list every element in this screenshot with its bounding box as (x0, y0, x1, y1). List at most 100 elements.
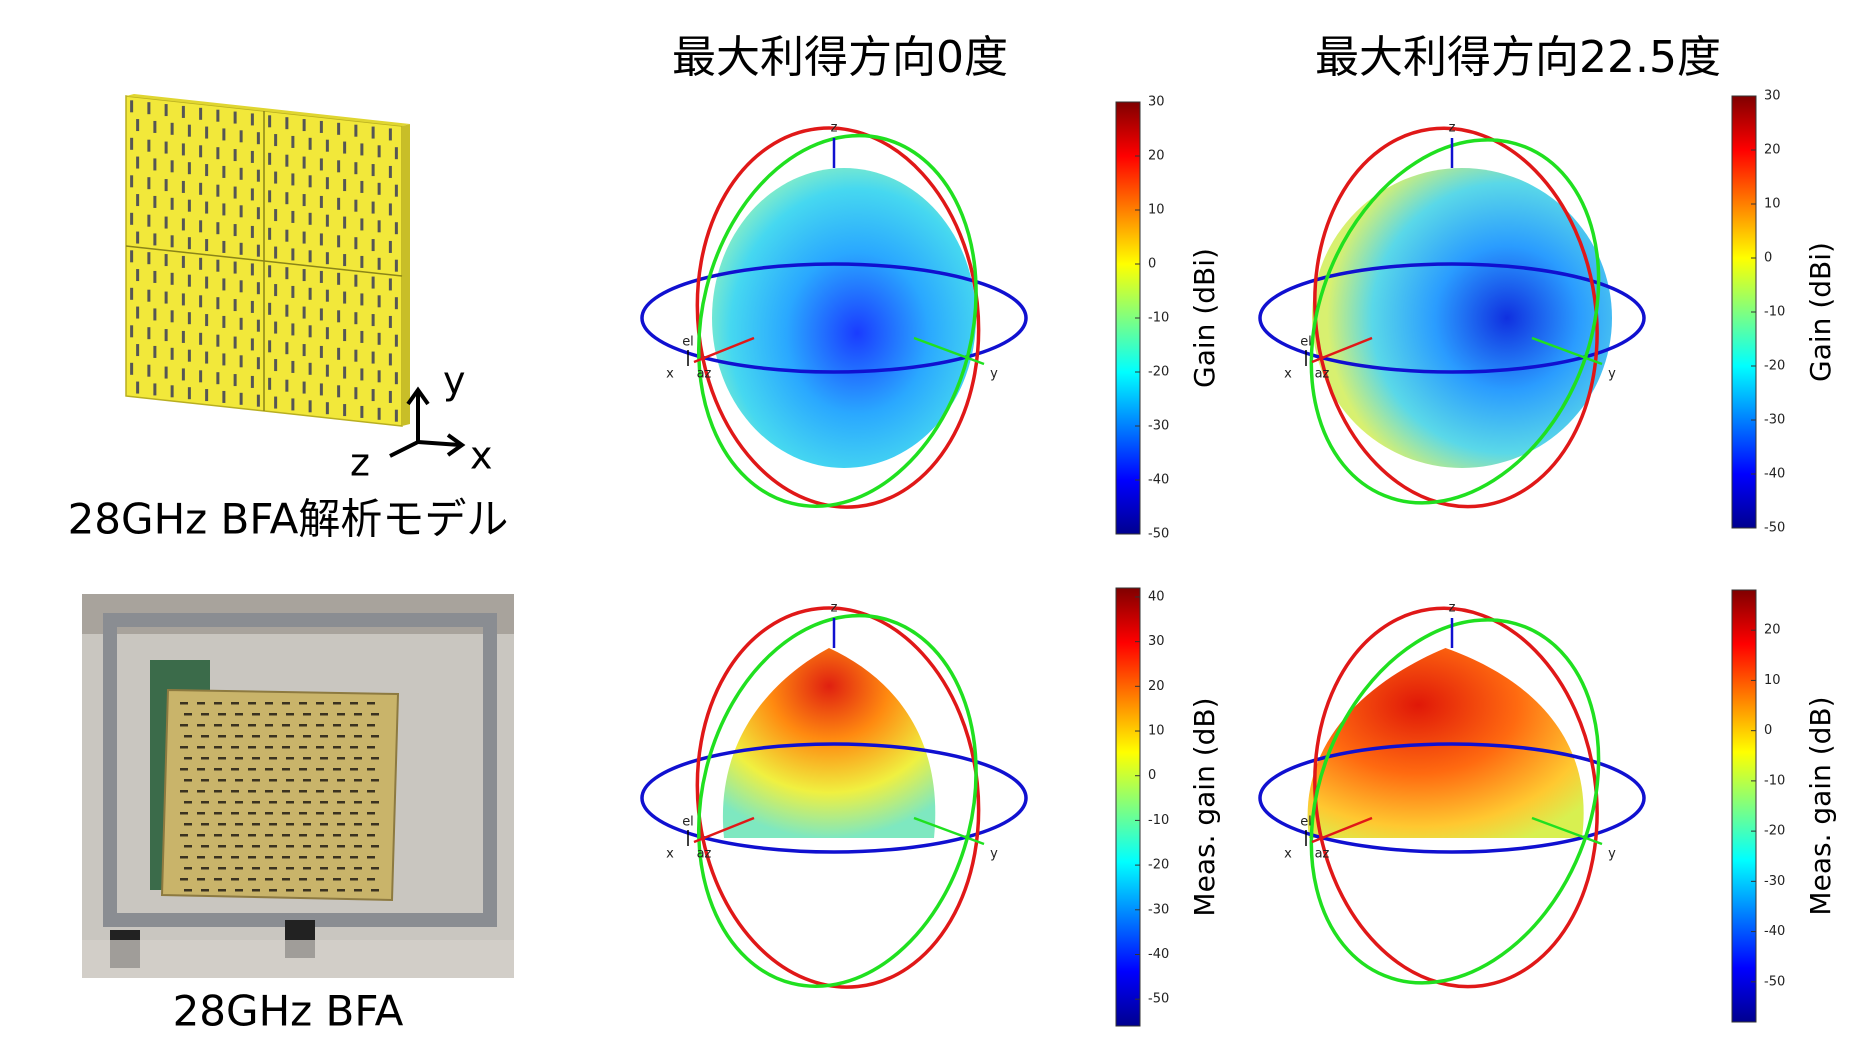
slot (180, 724, 188, 727)
slot (326, 402, 329, 414)
slot (309, 138, 312, 150)
slot (286, 779, 294, 782)
slot (199, 370, 202, 382)
slot (285, 267, 288, 279)
slot (274, 284, 277, 296)
slot (231, 768, 239, 771)
slot (372, 164, 375, 176)
slot (354, 889, 362, 892)
slot (303, 344, 306, 356)
slot (182, 181, 185, 193)
slot (153, 196, 156, 208)
slot (171, 348, 174, 360)
slot (268, 153, 271, 165)
slot (252, 757, 260, 760)
colorbar-tick-label: -10 (1148, 813, 1169, 828)
axis-label: z (1449, 121, 1456, 136)
colorbar-tick-label: 30 (1764, 89, 1781, 104)
slot (367, 702, 375, 705)
slot (165, 217, 168, 229)
slot (316, 746, 324, 749)
pattern-plot: zelxazy403020100-10-20-30-40-50Meas. gai… (642, 586, 1221, 1026)
slot (201, 889, 209, 892)
colorbar-label: Meas. gain (dB) (1188, 697, 1221, 916)
slot (303, 269, 306, 281)
slot (274, 172, 277, 184)
colorbar-tick-label: -50 (1148, 992, 1169, 1007)
axis-label: az (697, 367, 712, 382)
colorbar (1732, 590, 1756, 1022)
slot (218, 779, 226, 782)
slot (320, 196, 323, 208)
slot (235, 801, 243, 804)
slot (282, 768, 290, 771)
slot (395, 147, 398, 159)
slot (333, 702, 341, 705)
slot (197, 746, 205, 749)
slot (378, 258, 381, 270)
slot (268, 340, 271, 352)
slot (343, 292, 346, 304)
slot (188, 125, 191, 137)
pattern-plot: zelxazy3020100-10-20-30-40-50Gain (dBi) (1259, 89, 1837, 547)
slot (216, 147, 219, 159)
slot (395, 372, 398, 384)
slot (216, 222, 219, 234)
slot (371, 757, 379, 760)
slot (231, 790, 239, 793)
axis-label: y (1608, 367, 1616, 382)
axis-label: az (1315, 847, 1330, 862)
colorbar-tick-label: -50 (1764, 974, 1785, 989)
slot (282, 856, 290, 859)
slot (360, 293, 363, 305)
slot (285, 380, 288, 392)
colorbar-tick-label: 10 (1148, 724, 1165, 739)
slot (201, 823, 209, 826)
colorbar-tick-label: 0 (1764, 723, 1772, 738)
slot (320, 346, 323, 358)
slot (360, 256, 363, 268)
slot (234, 187, 237, 199)
figure: 最大利得方向0度 最大利得方向22.5度 y x z 28GHz BFA解析モデ… (0, 0, 1875, 1038)
slot (286, 823, 294, 826)
slot (188, 387, 191, 399)
slot (165, 329, 168, 341)
slot (184, 757, 192, 760)
slot (265, 768, 273, 771)
slot (326, 327, 329, 339)
slot (214, 834, 222, 837)
slot (199, 108, 202, 120)
slot (282, 834, 290, 837)
colorbar-tick-label: -20 (1148, 858, 1169, 873)
slot (303, 382, 306, 394)
slot (218, 801, 226, 804)
slot (205, 277, 208, 289)
slot (234, 112, 237, 124)
slot (350, 768, 358, 771)
slot (248, 746, 256, 749)
slot (291, 248, 294, 260)
slot (286, 801, 294, 804)
slot (372, 352, 375, 364)
slot (234, 337, 237, 349)
slot (214, 724, 222, 727)
slot (350, 790, 358, 793)
slot (184, 801, 192, 804)
slot (320, 158, 323, 170)
slot (337, 801, 345, 804)
slot (378, 333, 381, 345)
slot (218, 845, 226, 848)
slot (214, 702, 222, 705)
slot (257, 207, 260, 219)
slot (274, 359, 277, 371)
axis-label: x (666, 367, 674, 382)
slot (350, 834, 358, 837)
slot (199, 258, 202, 270)
slot (214, 856, 222, 859)
slot (343, 329, 346, 341)
slot (354, 387, 357, 399)
slot (367, 834, 375, 837)
slot (216, 110, 219, 122)
slot (303, 713, 311, 716)
slot (389, 128, 392, 140)
